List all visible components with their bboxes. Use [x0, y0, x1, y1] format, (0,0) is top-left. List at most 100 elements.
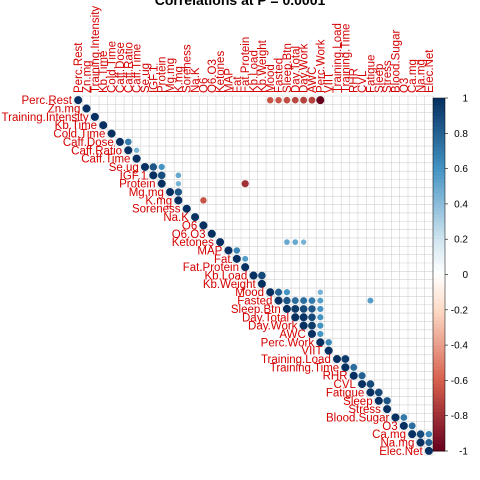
corr-circle [176, 172, 182, 178]
chart-title: Correlations at P = 0.0001 [155, 0, 326, 8]
colorbar-segment [433, 207, 445, 211]
colorbar-segment [433, 359, 445, 363]
colorbar-segment [433, 190, 445, 194]
corr-circle [317, 298, 323, 304]
colorbar-segment [433, 232, 445, 236]
colorbar-segment [433, 395, 445, 399]
colorbar-segment [433, 380, 445, 384]
row-label: Elec.Net [379, 446, 423, 458]
colorbar-segment [433, 440, 445, 444]
corr-circle [367, 380, 375, 388]
corr-circle [358, 372, 365, 379]
diagonal-cells [74, 96, 433, 455]
colorbar-segment [433, 331, 445, 335]
corr-circle [318, 290, 323, 295]
colorbar-segment [433, 246, 445, 250]
corr-circle [200, 197, 206, 203]
colorbar-segment [433, 313, 445, 317]
colorbar-segment [433, 363, 445, 367]
corr-circle [426, 431, 432, 437]
colorbar-segment [433, 416, 445, 420]
colorbar-segment [433, 239, 445, 243]
colorbar-segment [433, 172, 445, 176]
colorbar-segment [433, 218, 445, 222]
corr-circle [317, 306, 323, 312]
colorbar-tick-label: 0.4 [454, 199, 468, 210]
colorbar-segment [433, 169, 445, 173]
colorbar-tick-label: 1 [462, 94, 468, 105]
colorbar-segment [433, 327, 445, 331]
colorbar-segment [433, 299, 445, 303]
colorbar-segment [433, 391, 445, 395]
corr-circle [242, 180, 249, 187]
colorbar-segment [433, 144, 445, 148]
colorbar-segment [433, 200, 445, 204]
colorbar-segment [433, 98, 445, 102]
colorbar-segment [433, 292, 445, 296]
colorbar-segment [433, 296, 445, 300]
colorbar-segment [433, 387, 445, 391]
colorbar-segment [433, 405, 445, 409]
colorbar-segment [433, 179, 445, 183]
colorbar-segment [433, 409, 445, 413]
colorbar-segment [433, 306, 445, 310]
colorbar-segment [433, 433, 445, 437]
colorbar-segment [433, 377, 445, 381]
colorbar-segment [433, 278, 445, 282]
colorbar-segment [433, 289, 445, 293]
colorbar-segment [433, 165, 445, 169]
corr-circle [341, 355, 349, 363]
colorbar-segment [433, 310, 445, 314]
colorbar-segment [433, 193, 445, 197]
colorbar-tick-label: 0.2 [454, 235, 468, 246]
corr-circle [291, 305, 299, 313]
colorbar-segment [433, 116, 445, 120]
colorbar-segment [433, 430, 445, 434]
colorbar-segment [433, 119, 445, 123]
corr-circle [383, 397, 390, 404]
corr-circle [317, 331, 323, 337]
corr-circle [284, 289, 290, 295]
colorbar-segment [433, 317, 445, 321]
colorbar-segment [433, 130, 445, 134]
colorbar-segment [433, 285, 445, 289]
colorbar-segment [433, 275, 445, 279]
colorbar-segment [433, 123, 445, 127]
corr-circle [308, 305, 315, 312]
colorbar-tick-label: -1 [459, 447, 468, 458]
colorbar-tick-label: -0.8 [451, 411, 469, 422]
colorbar-tick-label: -0.2 [451, 305, 469, 316]
colorbar-segment [433, 140, 445, 144]
corr-circle [300, 313, 308, 321]
colorbar-segment [433, 154, 445, 158]
corr-circle [284, 97, 291, 104]
corr-circle [400, 414, 407, 421]
corr-circle [317, 323, 323, 329]
corr-circle [409, 422, 416, 429]
colorbar-segment [433, 151, 445, 155]
colorbar-segment [433, 222, 445, 226]
corr-circle [242, 256, 248, 262]
colorbar-segment [433, 373, 445, 377]
corr-circle [176, 181, 181, 186]
corr-circle [309, 297, 316, 304]
corr-circle [283, 297, 290, 304]
colorbar-segment [433, 214, 445, 218]
colorbar-segment [433, 109, 445, 113]
colorbar-segment [433, 250, 445, 254]
colorbar-segment [433, 412, 445, 416]
colorbar-segment [433, 335, 445, 339]
corr-circle [275, 97, 281, 103]
colorbar-segment [433, 356, 445, 360]
corr-circle [300, 297, 307, 304]
colorbar-segment [433, 236, 445, 240]
colorbar-segment [433, 102, 445, 106]
column-labels: Perc.RestZn.mgTraining.IntensityKb.TimeC… [73, 6, 436, 93]
corr-circle [125, 139, 132, 146]
corr-circle [316, 96, 324, 104]
corr-circle [417, 430, 425, 438]
colorbar-tick-label: -0.4 [451, 341, 469, 352]
corr-circle [234, 247, 240, 253]
colorbar-segment [433, 384, 445, 388]
colorbar-segment [433, 253, 445, 257]
